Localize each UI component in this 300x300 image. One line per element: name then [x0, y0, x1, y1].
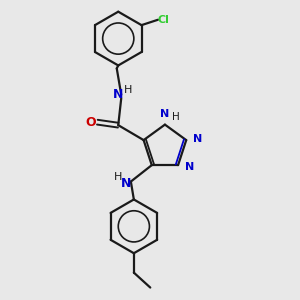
Text: N: N [160, 109, 170, 119]
Text: N: N [193, 134, 202, 144]
Text: N: N [112, 88, 123, 101]
Text: H: H [124, 85, 132, 95]
Text: H: H [172, 112, 180, 122]
Text: H: H [114, 172, 122, 182]
Text: N: N [121, 177, 132, 190]
Text: N: N [185, 162, 194, 172]
Text: O: O [85, 116, 96, 129]
Text: Cl: Cl [158, 15, 170, 25]
